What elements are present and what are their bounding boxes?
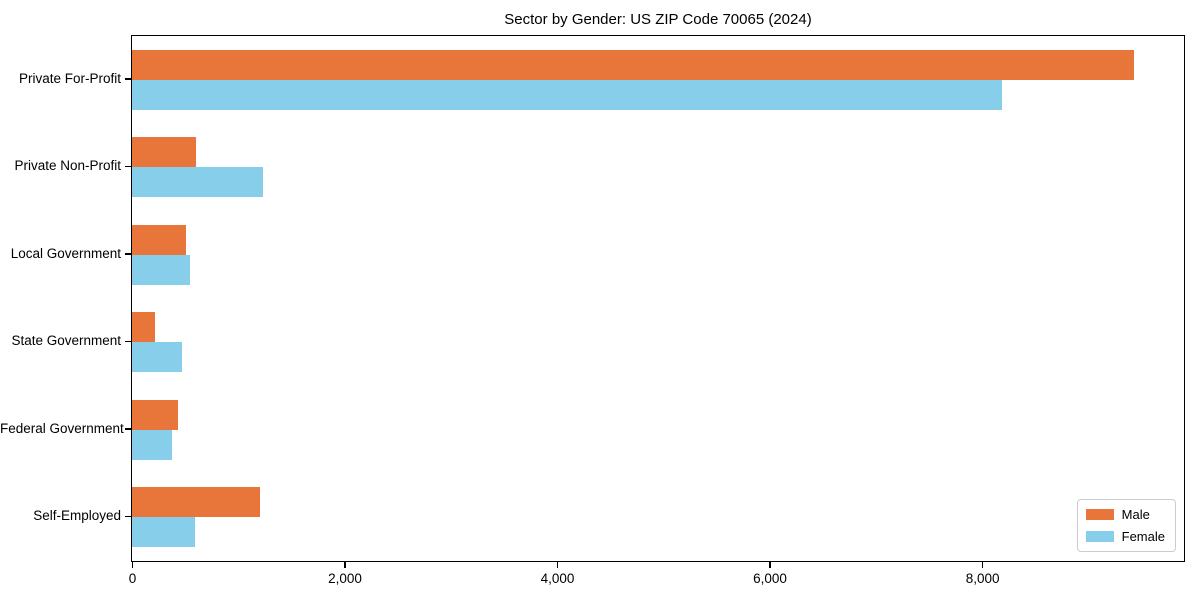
x-tick-mark <box>556 562 559 568</box>
bar-male-3 <box>132 224 187 255</box>
bar-male-2 <box>132 137 196 168</box>
x-tick-mark <box>344 562 346 568</box>
bar-male-5 <box>132 399 178 430</box>
y-tick-label: Self-Employed <box>33 508 121 524</box>
y-tick-label: Local Government <box>10 245 121 261</box>
legend-swatch-male <box>1085 509 1114 520</box>
bar-female-6 <box>132 517 195 548</box>
x-tick-mark <box>981 562 984 568</box>
y-tick-mark <box>125 78 131 80</box>
bar-female-3 <box>132 254 191 285</box>
bar-female-2 <box>132 167 263 198</box>
legend-label: Female <box>1121 529 1165 544</box>
x-tick-label: 2,000 <box>328 571 362 586</box>
bar-male-4 <box>132 312 156 343</box>
legend-entry-female: Female <box>1085 529 1165 544</box>
legend-entry-male: Male <box>1085 507 1165 522</box>
x-tick-label: 8,000 <box>965 571 1000 586</box>
bar-male-1 <box>132 49 1135 80</box>
x-tick-label: 6,000 <box>753 571 787 586</box>
y-tick-mark <box>125 515 131 517</box>
bar-female-4 <box>132 342 182 373</box>
x-tick-mark <box>131 562 134 568</box>
bar-female-1 <box>132 79 1003 110</box>
chart-title: Sector by Gender: US ZIP Code 70065 (202… <box>504 11 812 28</box>
y-tick-label: Federal Government <box>0 420 124 436</box>
y-tick-label: State Government <box>11 333 121 349</box>
y-tick-mark <box>125 428 131 430</box>
x-tick-label: 4,000 <box>540 571 575 586</box>
legend: Male Female <box>1076 499 1176 552</box>
y-tick-mark <box>125 253 131 255</box>
bar-male-6 <box>132 487 260 518</box>
x-tick-label: 0 <box>128 571 137 586</box>
plot-area: Male Female <box>131 35 1185 562</box>
y-tick-mark <box>125 340 131 342</box>
legend-label: Male <box>1121 507 1150 522</box>
y-tick-mark <box>125 165 131 167</box>
y-tick-label: Private For-Profit <box>18 70 121 86</box>
y-tick-label: Private Non-Profit <box>14 158 121 174</box>
bar-female-5 <box>132 429 173 460</box>
x-tick-mark <box>769 562 771 568</box>
legend-swatch-female <box>1085 531 1114 542</box>
